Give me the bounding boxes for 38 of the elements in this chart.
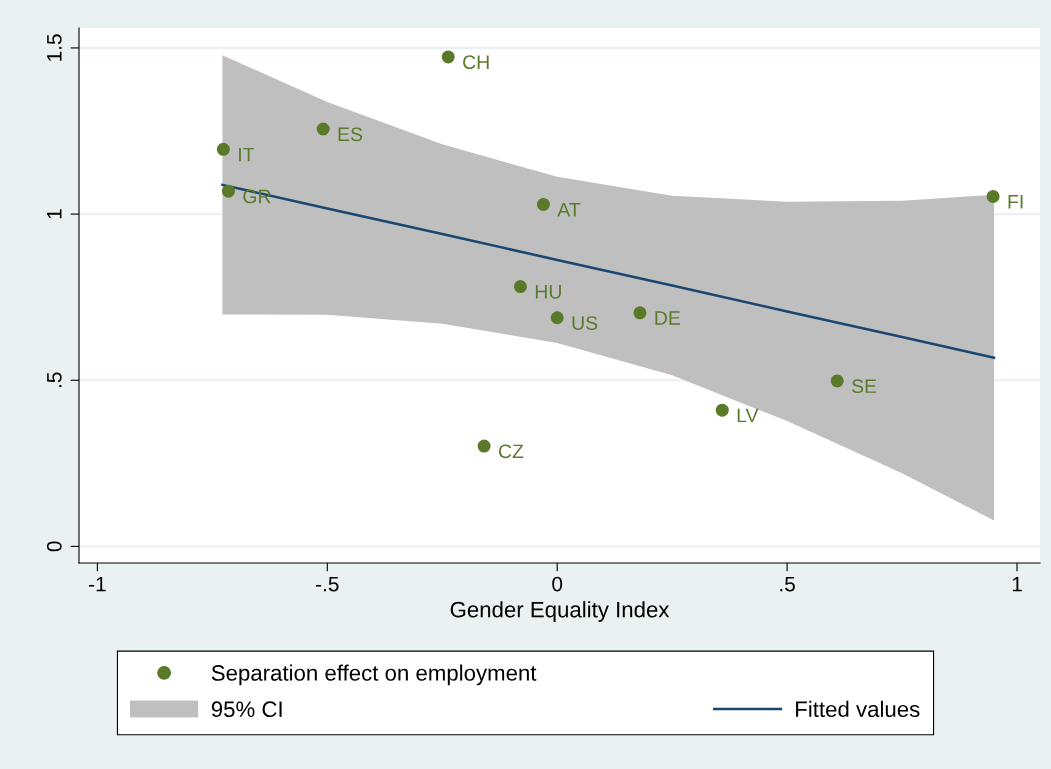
point (441, 50, 455, 64)
text: 95% CI (211, 701, 282, 718)
point (221, 184, 235, 198)
y-tick-label: 1 (47, 209, 62, 219)
y-tick-label: .5 (47, 372, 62, 388)
x-tick-label: -.5 (316, 576, 339, 592)
line-series (221, 183, 996, 359)
x-tick-label: 0 (552, 576, 563, 592)
annotation: GR (243, 189, 271, 204)
point (216, 142, 230, 156)
annotation: CH (463, 55, 489, 70)
x-tick-label: 1 (1012, 576, 1022, 592)
annotation: AT (557, 203, 581, 217)
point (633, 306, 647, 320)
x-axis-title: Gender Equality Index (450, 601, 670, 622)
annotation: DE (655, 311, 681, 325)
x-tick-label: .5 (780, 576, 795, 592)
annotation: CZ (498, 444, 524, 459)
y-tick-label: 1.5 (47, 34, 62, 61)
point (986, 189, 1000, 203)
point (550, 311, 564, 325)
y-tick-label: 0 (46, 541, 62, 552)
annotation: US (572, 316, 598, 330)
x-tick-label: -1 (89, 576, 106, 592)
annotation: SE (852, 379, 877, 394)
point (316, 122, 330, 136)
point (513, 280, 527, 294)
annotation: ES (338, 127, 363, 142)
legend-label: Separation effect on employment (211, 664, 537, 686)
annotation: FI (1008, 195, 1023, 209)
point (715, 403, 729, 417)
point (536, 197, 550, 211)
annotation: LV (737, 408, 759, 423)
point (477, 439, 491, 453)
annotation: HU (535, 285, 561, 299)
annotation: IT (239, 147, 255, 162)
point (830, 374, 844, 388)
legend-label: Fitted values (796, 700, 920, 718)
